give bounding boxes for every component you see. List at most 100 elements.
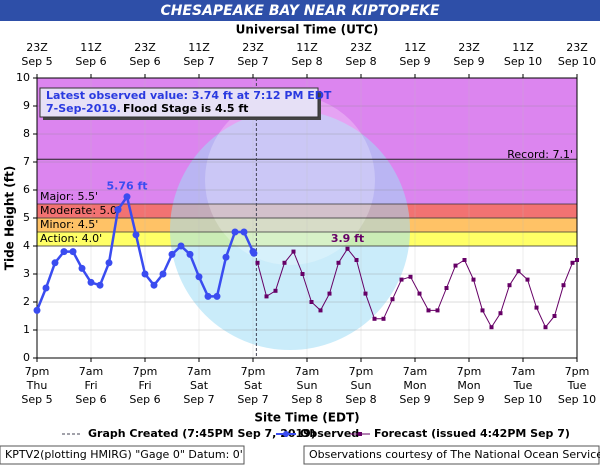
observed-point <box>231 228 239 236</box>
peak-annotation: 3.9 ft <box>331 232 364 245</box>
x-tick-label: 7am <box>511 365 535 378</box>
observed-point <box>240 228 248 236</box>
forecast-point <box>462 258 467 262</box>
forecast-point <box>552 314 557 318</box>
forecast-point <box>390 297 395 302</box>
top-x-tick-label: Sep 10 <box>504 55 542 68</box>
top-x-tick-label: 11Z <box>404 41 426 54</box>
top-x-tick-label: Sep 9 <box>399 55 430 68</box>
top-x-tick-label: 23Z <box>134 41 156 54</box>
info-flood-stage: Flood Stage is 4.5 ft <box>123 102 248 115</box>
y-tick-label: 10 <box>16 71 30 84</box>
forecast-point <box>327 291 332 296</box>
x-tick-label: Tue <box>513 379 533 392</box>
observed-point <box>132 231 140 239</box>
observed-point <box>42 284 50 292</box>
x-tick-label: 7pm <box>349 365 374 378</box>
forecast-point <box>417 291 422 296</box>
info-date: 7-Sep-2019. <box>46 102 121 115</box>
forecast-point <box>354 258 359 262</box>
forecast-point <box>291 249 296 254</box>
forecast-point <box>255 260 260 265</box>
observed-point <box>222 253 230 261</box>
legend-label: Graph Created (7:45PM Sep 7, 2019) <box>88 427 316 440</box>
footer-box <box>303 445 600 465</box>
forecast-point <box>273 288 278 293</box>
footer-left: KPTV2(plotting HMIRG) "Gage 0" Datum: 0' <box>5 448 243 461</box>
forecast-point <box>264 294 269 299</box>
observed-point <box>150 281 158 289</box>
observed-point <box>96 281 104 289</box>
x-tick-label: Mon <box>403 379 426 392</box>
legend-marker <box>283 431 289 437</box>
forecast-point <box>300 272 305 276</box>
x-tick-label: Tue <box>567 379 587 392</box>
observed-point <box>141 270 149 278</box>
observed-point <box>123 193 131 201</box>
watermark <box>205 95 375 265</box>
observed-point <box>159 270 167 278</box>
forecast-point <box>543 325 548 330</box>
flood-label: Action: 4.0' <box>40 232 102 245</box>
observed-point <box>168 250 176 258</box>
top-x-tick-label: 23Z <box>566 41 588 54</box>
top-x-tick-label: 11Z <box>512 41 534 54</box>
observed-point <box>87 278 95 286</box>
y-tick-label: 8 <box>23 127 30 140</box>
y-tick-label: 1 <box>23 323 30 336</box>
observed-point <box>33 306 41 314</box>
chart-title: CHESAPEAKE BAY NEAR KIPTOPEKE <box>160 3 440 19</box>
forecast-point <box>480 308 485 313</box>
x-tick-label: 7pm <box>133 365 158 378</box>
forecast-point <box>507 283 512 288</box>
y-axis-label: Tide Height (ft) <box>3 166 17 270</box>
y-tick-label: 7 <box>23 155 30 168</box>
forecast-point <box>471 277 476 282</box>
x-tick-label: 7am <box>79 365 103 378</box>
forecast-point <box>381 316 386 321</box>
forecast-point <box>345 246 350 251</box>
top-x-tick-label: Sep 10 <box>558 55 596 68</box>
x-axis-label: Site Time (EDT) <box>254 411 359 425</box>
x-tick-label: Sat <box>190 379 209 392</box>
top-x-tick-label: Sep 8 <box>345 55 376 68</box>
top-x-tick-label: 23Z <box>26 41 48 54</box>
forecast-point <box>575 258 579 262</box>
x-tick-label: Sep 8 <box>345 393 376 406</box>
observed-point <box>195 273 203 281</box>
x-tick-label: Sep 5 <box>21 393 52 406</box>
top-x-tick-label: 11Z <box>188 41 210 54</box>
forecast-point <box>318 308 323 313</box>
top-x-tick-label: 11Z <box>80 41 102 54</box>
forecast-point <box>309 300 314 304</box>
x-tick-label: Sep 10 <box>504 393 542 406</box>
forecast-point <box>282 260 287 265</box>
x-tick-label: Thu <box>26 379 48 392</box>
forecast-point <box>435 308 440 313</box>
forecast-point <box>408 274 413 279</box>
observed-point <box>204 292 212 300</box>
info-box <box>39 87 319 118</box>
legend-label: Observed <box>300 427 359 440</box>
y-tick-label: 3 <box>23 267 30 280</box>
flood-label: Moderate: 5.0' <box>40 204 120 217</box>
forecast-point <box>453 263 458 268</box>
top-axis-label: Universal Time (UTC) <box>236 23 379 37</box>
record-label: Record: 7.1' <box>507 148 573 161</box>
x-tick-label: Sep 8 <box>291 393 322 406</box>
forecast-point <box>399 277 404 282</box>
y-tick-label: 4 <box>23 239 30 252</box>
observed-point <box>114 206 122 214</box>
top-x-tick-label: Sep 8 <box>291 55 322 68</box>
observed-point <box>105 259 113 267</box>
x-tick-label: Sun <box>297 379 318 392</box>
x-tick-label: Sep 9 <box>399 393 430 406</box>
footer-box <box>0 445 245 465</box>
observed-point <box>60 248 68 256</box>
forecast-point <box>525 277 530 282</box>
watermark <box>170 110 410 350</box>
x-tick-label: 7pm <box>565 365 590 378</box>
forecast-point <box>570 260 575 265</box>
forecast-point <box>426 308 431 313</box>
